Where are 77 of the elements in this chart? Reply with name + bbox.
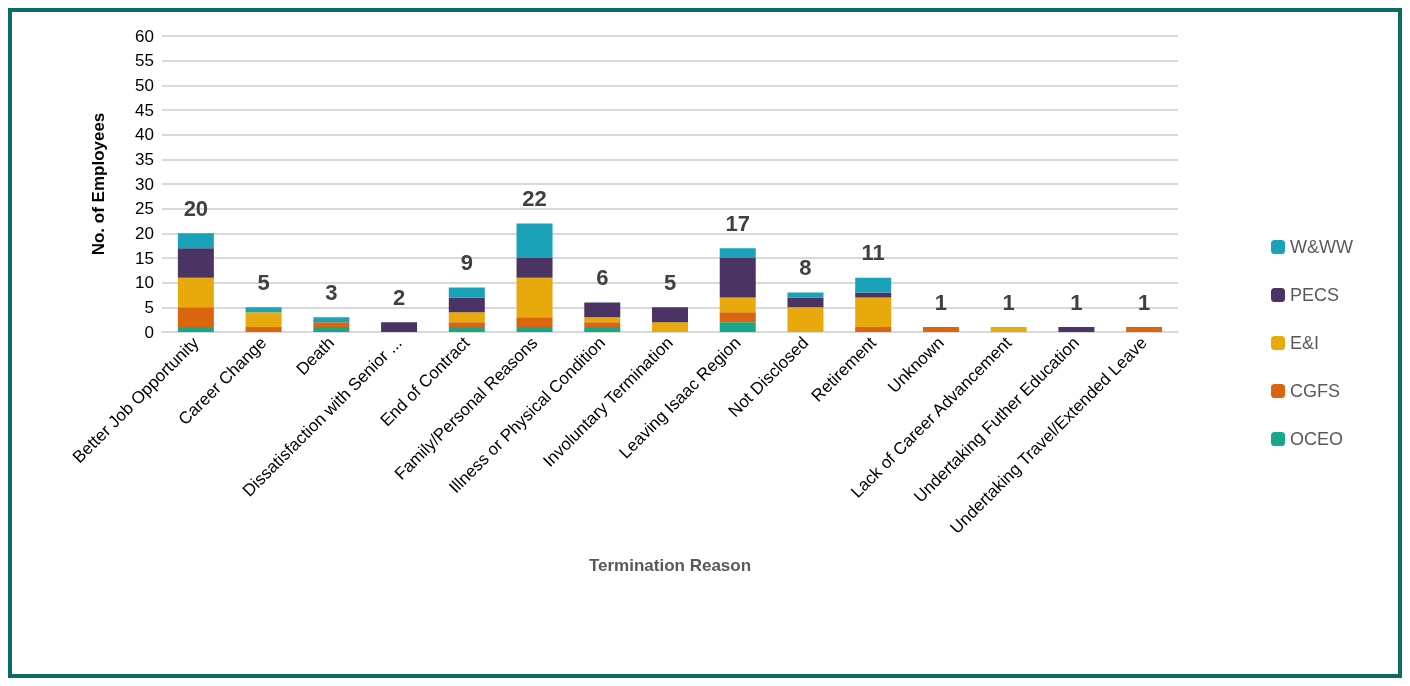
bar bbox=[1126, 327, 1163, 332]
bar bbox=[719, 297, 756, 313]
bar bbox=[313, 317, 350, 323]
y-tick-label: 35 bbox=[135, 149, 154, 169]
total-label: 1 bbox=[1002, 289, 1015, 315]
bar bbox=[516, 327, 553, 332]
bar bbox=[448, 297, 485, 313]
total-label: 1 bbox=[934, 289, 948, 315]
bar bbox=[448, 322, 485, 328]
total-label: 22 bbox=[522, 185, 547, 211]
legend-label: CGFS bbox=[1290, 381, 1341, 401]
total-label: 6 bbox=[596, 264, 609, 290]
y-tick-label: 40 bbox=[135, 125, 154, 145]
bar bbox=[584, 322, 621, 328]
bar bbox=[719, 248, 756, 258]
bar bbox=[584, 327, 621, 332]
legend-label: OCEO bbox=[1290, 429, 1344, 449]
bar bbox=[719, 258, 756, 298]
y-tick-label: 60 bbox=[135, 26, 154, 46]
bar bbox=[652, 307, 688, 323]
bar bbox=[516, 317, 553, 328]
legend-label: PECS bbox=[1290, 285, 1340, 305]
bar bbox=[719, 312, 756, 323]
y-tick-label: 30 bbox=[135, 174, 154, 194]
bar bbox=[584, 317, 621, 323]
bar bbox=[855, 327, 892, 332]
y-tick-label: 20 bbox=[135, 223, 154, 243]
total-label: 2 bbox=[392, 284, 406, 310]
bar bbox=[448, 312, 485, 323]
total-label: 9 bbox=[460, 250, 473, 276]
total-label: 17 bbox=[725, 210, 750, 236]
bar bbox=[855, 277, 892, 293]
bar bbox=[177, 327, 214, 332]
y-tick-label: 0 bbox=[144, 322, 154, 342]
bar bbox=[922, 327, 959, 332]
total-label: 5 bbox=[663, 269, 677, 295]
bar bbox=[177, 307, 214, 328]
y-tick-label: 10 bbox=[135, 273, 154, 293]
bar bbox=[313, 322, 350, 328]
y-tick-label: 15 bbox=[135, 248, 154, 268]
total-label: 1 bbox=[1070, 289, 1083, 315]
bar bbox=[787, 307, 824, 332]
bar bbox=[516, 258, 553, 278]
bar bbox=[787, 297, 824, 308]
bar bbox=[652, 322, 688, 332]
y-tick-label: 5 bbox=[144, 297, 154, 317]
y-tick-label: 55 bbox=[135, 51, 154, 71]
bar bbox=[245, 327, 282, 332]
x-axis-title: Termination Reason bbox=[588, 556, 752, 575]
total-label: 8 bbox=[799, 255, 812, 281]
bar bbox=[448, 327, 485, 332]
legend-label: W&WW bbox=[1290, 237, 1354, 257]
total-label: 5 bbox=[257, 269, 270, 295]
bar bbox=[177, 277, 214, 308]
bar bbox=[177, 233, 214, 249]
bar bbox=[245, 312, 282, 328]
bar bbox=[1058, 327, 1095, 332]
y-tick-label: 45 bbox=[135, 100, 154, 120]
bar bbox=[381, 322, 418, 332]
y-axis-title: No. of Employees bbox=[89, 112, 108, 256]
bar bbox=[855, 297, 892, 328]
bar bbox=[448, 287, 485, 298]
bar bbox=[584, 302, 621, 318]
bar bbox=[516, 277, 553, 318]
total-label: 3 bbox=[325, 279, 338, 305]
bar bbox=[313, 327, 350, 332]
total-label: 20 bbox=[183, 195, 209, 221]
y-tick-label: 50 bbox=[135, 75, 154, 95]
bar bbox=[719, 322, 756, 332]
bar bbox=[516, 223, 553, 258]
total-label: 1 bbox=[1138, 289, 1151, 315]
bar bbox=[990, 327, 1027, 332]
bar bbox=[177, 248, 214, 278]
y-tick-label: 25 bbox=[135, 199, 154, 219]
legend-label: E&I bbox=[1290, 333, 1320, 353]
bar bbox=[245, 307, 282, 313]
total-label: 11 bbox=[861, 240, 885, 266]
